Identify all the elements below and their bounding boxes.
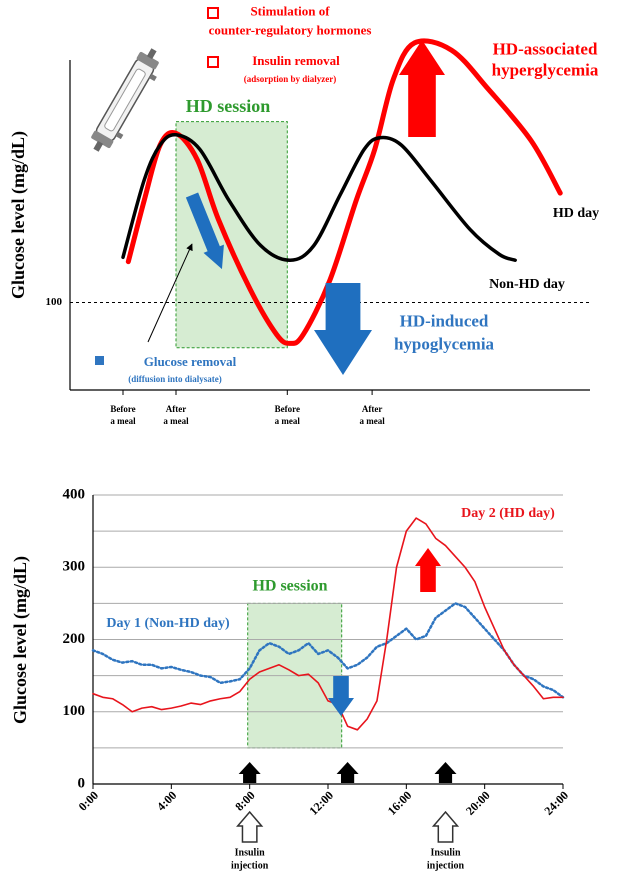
annotation: HD-associated hyperglycemia bbox=[492, 39, 599, 79]
bullet bbox=[207, 56, 219, 68]
block-arrow bbox=[399, 40, 445, 137]
y-tick-label: 0 bbox=[78, 775, 86, 791]
y-tick-label: 100 bbox=[46, 296, 63, 308]
y-tick-label: 100 bbox=[63, 703, 86, 719]
block-arrow bbox=[434, 762, 457, 783]
annotation: Glucose removal bbox=[144, 354, 237, 369]
pointer-arrow bbox=[147, 243, 193, 343]
injection-label: Insulin injection bbox=[427, 848, 465, 872]
x-tick-label: 0:00 bbox=[76, 788, 101, 813]
y-tick-label: 400 bbox=[63, 486, 86, 502]
series-label: Day 1 (Non-HD day) bbox=[106, 616, 230, 631]
y-axis-label: Glucose level (mg/dL) bbox=[10, 556, 31, 724]
y-tick-label: 300 bbox=[63, 559, 86, 575]
x-tick-label: 12:00 bbox=[306, 788, 336, 818]
annotation: (adsorption by dialyzer) bbox=[244, 74, 337, 84]
block-arrow bbox=[328, 676, 354, 716]
x-tick-label: 4:00 bbox=[154, 788, 179, 813]
session-label: HD session bbox=[186, 96, 271, 116]
bullet bbox=[207, 7, 219, 19]
x-tick-label: 8:00 bbox=[232, 788, 257, 813]
block-arrow bbox=[415, 548, 441, 592]
annotation: HD-induced hypoglycemia bbox=[394, 311, 495, 353]
block-arrow bbox=[238, 762, 261, 783]
y-tick-label: 200 bbox=[63, 631, 86, 647]
block-arrow bbox=[336, 762, 359, 783]
annotation: Stimulation of counter-regulatory hormone… bbox=[209, 3, 372, 37]
block-arrow bbox=[431, 810, 460, 843]
x-tick-label: After a meal bbox=[163, 404, 189, 426]
annotation: (diffusion into dialysate) bbox=[128, 374, 222, 384]
series-label: HD day bbox=[553, 206, 599, 221]
removal-arrow bbox=[185, 192, 224, 270]
x-tick-label: Before a meal bbox=[275, 404, 301, 426]
injection-label: Insulin injection bbox=[231, 848, 269, 872]
x-tick-label: 20:00 bbox=[463, 788, 493, 818]
y-axis-label: Glucose level (mg/dL) bbox=[8, 131, 29, 299]
block-arrow bbox=[185, 192, 224, 270]
x-tick-label: After a meal bbox=[359, 404, 385, 426]
series-label: Non-HD day bbox=[489, 277, 565, 292]
series-line bbox=[92, 517, 564, 731]
session-label: HD session bbox=[252, 578, 327, 595]
series-label: Day 2 (HD day) bbox=[461, 506, 555, 521]
block-arrow bbox=[314, 283, 372, 375]
x-tick-label: 24:00 bbox=[541, 788, 571, 818]
x-tick-label: 16:00 bbox=[385, 788, 415, 818]
x-tick-label: Before a meal bbox=[110, 404, 136, 426]
bullet bbox=[95, 356, 104, 365]
block-arrow bbox=[236, 810, 264, 843]
dialyzer-icon bbox=[91, 48, 159, 152]
series-line bbox=[91, 602, 565, 699]
series-line bbox=[121, 132, 517, 262]
annotation: Insulin removal bbox=[252, 53, 340, 68]
